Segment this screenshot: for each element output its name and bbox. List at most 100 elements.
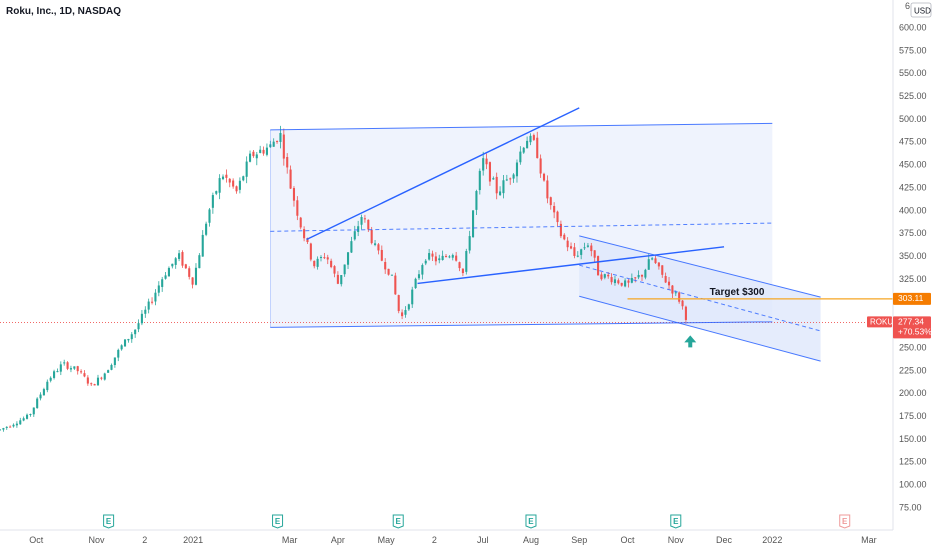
current-price-tag-text: 277.34: [898, 316, 924, 326]
candle-body: [667, 281, 671, 286]
candle-body: [53, 371, 56, 378]
rising-wedge-top-line[interactable]: [306, 107, 580, 241]
candle-body: [0, 429, 2, 431]
candle-body: [428, 253, 431, 260]
candle: [657, 262, 660, 270]
candle: [86, 375, 89, 386]
candle-body: [25, 414, 29, 419]
candle: [678, 291, 681, 304]
candle-body: [292, 188, 296, 201]
earnings-marker[interactable]: E: [670, 514, 682, 529]
earnings-marker[interactable]: E: [103, 514, 115, 529]
candle: [39, 392, 42, 401]
candle: [526, 136, 529, 149]
candle: [360, 214, 363, 230]
earnings-marker[interactable]: E: [839, 514, 851, 529]
candle: [36, 397, 39, 409]
candle-body: [515, 162, 519, 177]
candle: [336, 271, 339, 285]
candlestick-series: [0, 125, 687, 432]
candle-body: [80, 371, 83, 373]
current-price-tag[interactable]: 277.34+70.53%: [893, 316, 932, 339]
candle: [563, 233, 566, 241]
candle-body: [39, 394, 42, 399]
candle-body: [563, 234, 566, 240]
earnings-label: E: [528, 517, 534, 526]
candle-body: [225, 174, 228, 178]
candle-body: [306, 238, 309, 243]
outer-channel-top-line[interactable]: [270, 122, 773, 131]
candle-body: [539, 158, 542, 174]
candle: [19, 417, 22, 425]
candle: [252, 150, 255, 158]
candle-body: [208, 209, 211, 223]
candle-body: [59, 364, 62, 372]
target-annotation[interactable]: Target $300: [710, 287, 765, 298]
target-price-tag[interactable]: 303.11: [893, 292, 931, 305]
candle: [184, 263, 187, 270]
earnings-icon: [392, 514, 404, 529]
earnings-label: E: [673, 517, 679, 526]
candle-body: [353, 231, 356, 240]
candle-body: [127, 338, 130, 341]
currency-badge[interactable]: [910, 2, 932, 18]
candle: [644, 268, 647, 280]
candle-body: [343, 264, 346, 275]
ticker-tag-text: ROKU: [870, 317, 893, 326]
candle: [553, 202, 556, 219]
outer-channel-bottom-line[interactable]: [270, 321, 773, 328]
x-tick-label: Oct: [621, 535, 636, 545]
candle-body: [107, 370, 110, 373]
earnings-marker[interactable]: E: [525, 514, 537, 529]
price-axis-bg[interactable]: [893, 0, 932, 550]
candle: [380, 245, 383, 262]
falling-channel-top-line[interactable]: [579, 235, 821, 298]
candle-body: [36, 398, 39, 409]
candle-body: [218, 178, 221, 193]
candle: [374, 239, 377, 247]
candle: [397, 294, 400, 314]
candle: [120, 344, 123, 351]
candle: [478, 168, 481, 195]
candle: [590, 242, 593, 257]
candle: [620, 282, 623, 287]
candle-body: [458, 262, 461, 269]
candle-body: [154, 292, 157, 302]
overlay-drawings[interactable]: Target $300 E E E E E E: [103, 107, 893, 529]
candle-body: [397, 295, 400, 312]
candle-body: [377, 244, 380, 251]
candle: [492, 176, 495, 180]
candle: [532, 133, 535, 141]
earnings-icon: [103, 514, 115, 529]
candle: [174, 257, 177, 269]
up-arrow-icon: [684, 335, 697, 348]
candle-body: [178, 253, 181, 259]
candle: [340, 275, 343, 287]
candle-body: [42, 389, 45, 396]
candle-body: [22, 418, 25, 421]
candle: [22, 416, 25, 422]
candle-body: [333, 266, 336, 274]
candle-body: [640, 274, 644, 277]
rising-wedge-bottom-line[interactable]: [417, 246, 725, 285]
candle: [681, 299, 684, 310]
candle: [9, 425, 12, 428]
candle: [181, 250, 184, 268]
candle-body: [161, 279, 164, 287]
candle-body: [583, 247, 586, 249]
candle: [69, 365, 73, 373]
candle-body: [610, 277, 613, 283]
candle: [461, 268, 464, 277]
falling-channel-bottom-line[interactable]: [579, 295, 821, 362]
candle-body: [113, 357, 116, 366]
candle: [438, 254, 441, 264]
candle-body: [289, 169, 292, 189]
target-price-tag-bg: [893, 292, 931, 305]
candle: [286, 153, 289, 174]
candle-body: [5, 426, 8, 428]
earnings-marker[interactable]: E: [392, 514, 404, 529]
candle-body: [167, 267, 170, 277]
earnings-marker[interactable]: E: [272, 514, 284, 529]
ticker-tag[interactable]: ROKU: [867, 316, 893, 328]
x-tick-label: Aug: [523, 535, 539, 545]
